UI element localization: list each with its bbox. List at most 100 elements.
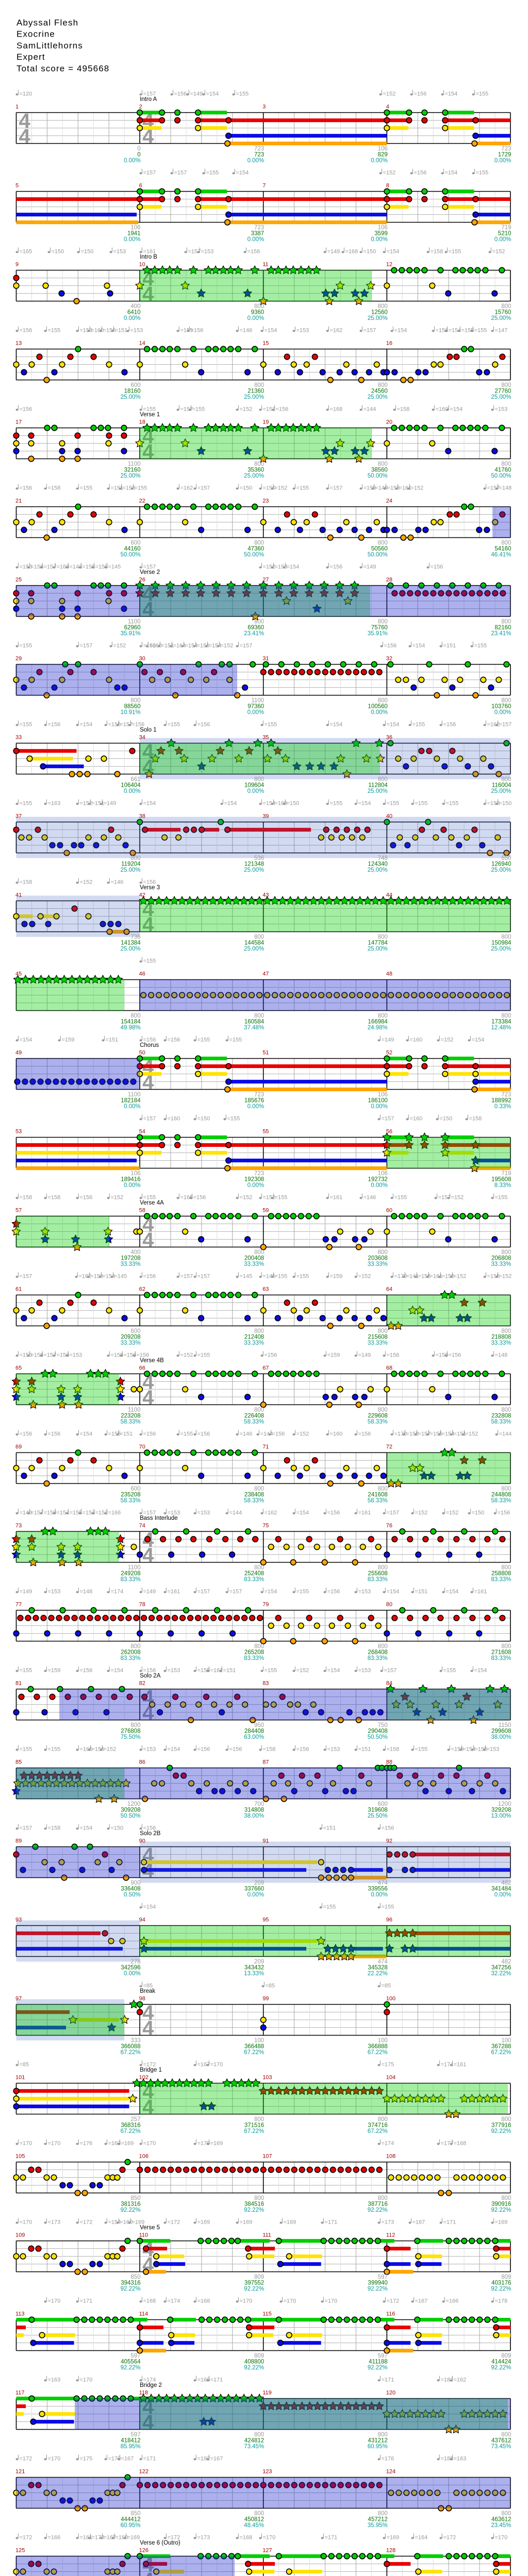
svg-text:Chorus: Chorus	[140, 1042, 159, 1048]
svg-text:126: 126	[139, 2548, 148, 2554]
svg-text:=156: =156	[143, 1825, 156, 1832]
svg-text:4: 4	[142, 283, 154, 306]
svg-text:597: 597	[130, 2353, 140, 2359]
svg-text:=170: =170	[80, 2377, 93, 2383]
svg-text:=169: =169	[240, 2219, 253, 2226]
svg-text:59: 59	[262, 1208, 269, 1214]
svg-text:800: 800	[501, 698, 511, 704]
svg-text:800: 800	[254, 619, 264, 625]
svg-text:347256: 347256	[491, 1965, 511, 1971]
svg-text:=155: =155	[108, 722, 121, 728]
svg-text:800: 800	[254, 1407, 264, 1413]
svg-text:=158: =158	[31, 564, 44, 570]
svg-text:257: 257	[130, 2116, 140, 2123]
svg-text:92.22%: 92.22%	[491, 2207, 511, 2213]
svg-text:=156: =156	[197, 643, 210, 649]
svg-text:800: 800	[254, 1328, 264, 1334]
svg-text:106: 106	[378, 146, 388, 152]
svg-text:=156: =156	[20, 1431, 32, 1437]
svg-text:723: 723	[254, 1171, 264, 1177]
svg-text:=159: =159	[364, 485, 376, 492]
svg-text:=154: =154	[80, 722, 93, 728]
svg-text:83.33%: 83.33%	[368, 1577, 388, 1583]
svg-text:11: 11	[262, 262, 268, 268]
svg-text:=155: =155	[296, 1274, 309, 1280]
svg-text:=173: =173	[197, 2535, 210, 2541]
svg-text:809: 809	[501, 2274, 511, 2280]
svg-text:15: 15	[262, 341, 269, 347]
svg-text:2: 2	[139, 104, 142, 110]
svg-text:=160: =160	[120, 2219, 133, 2226]
svg-text:6: 6	[139, 183, 142, 189]
svg-text:800: 800	[130, 1722, 140, 1728]
svg-text:=157: =157	[387, 1510, 400, 1516]
svg-text:=157: =157	[330, 485, 343, 492]
svg-text:41: 41	[15, 892, 22, 899]
svg-text:=163: =163	[48, 801, 61, 807]
svg-text:800: 800	[254, 1013, 264, 1019]
svg-text:25: 25	[15, 577, 22, 583]
svg-text:=157: =157	[384, 1668, 397, 1674]
svg-text:25.00%: 25.00%	[244, 473, 264, 479]
svg-text:37.48%: 37.48%	[244, 1025, 264, 1031]
svg-text:50.00%: 50.00%	[368, 473, 388, 479]
svg-text:800: 800	[501, 2116, 511, 2123]
svg-text:100: 100	[378, 2038, 388, 2044]
svg-text:=169: =169	[121, 2141, 134, 2147]
svg-text:800: 800	[501, 382, 511, 388]
svg-text:24560: 24560	[371, 388, 388, 395]
svg-text:61: 61	[15, 1286, 22, 1293]
svg-text:=153: =153	[358, 1589, 371, 1595]
svg-text:=160: =160	[410, 1037, 423, 1043]
svg-text:=155: =155	[20, 1747, 32, 1753]
svg-text:=164: =164	[415, 2535, 428, 2541]
svg-text:25.50%: 25.50%	[368, 1813, 388, 1819]
svg-text:=151: =151	[358, 1747, 371, 1753]
svg-text:Bridge 2: Bridge 2	[140, 2382, 162, 2388]
svg-text:83.33%: 83.33%	[491, 1655, 511, 1662]
svg-text:299608: 299608	[491, 1728, 511, 1735]
svg-text:92.22%: 92.22%	[368, 2207, 388, 2213]
svg-text:=154: =154	[387, 249, 400, 255]
svg-text:=154: =154	[80, 1825, 93, 1832]
svg-text:=155: =155	[443, 1668, 456, 1674]
svg-text:=158: =158	[80, 328, 93, 334]
svg-text:3387: 3387	[251, 231, 265, 237]
svg-text:800: 800	[378, 934, 388, 940]
svg-text:=153: =153	[387, 485, 400, 492]
svg-text:10.91%: 10.91%	[121, 709, 141, 716]
svg-text:=152: =152	[446, 1510, 459, 1516]
svg-text:83: 83	[262, 1681, 269, 1687]
svg-text:67.22%: 67.22%	[121, 2128, 141, 2134]
svg-text:600: 600	[130, 540, 140, 546]
svg-text:103760: 103760	[491, 704, 511, 710]
svg-text:=146: =146	[240, 1431, 253, 1437]
svg-text:4: 4	[142, 913, 154, 936]
svg-text:800: 800	[501, 1565, 511, 1571]
svg-text:=150: =150	[364, 249, 376, 255]
svg-text:33.33%: 33.33%	[121, 1261, 141, 1267]
svg-text:800: 800	[254, 2116, 264, 2123]
svg-text:800: 800	[501, 303, 511, 310]
svg-text:=163: =163	[108, 2141, 121, 2147]
svg-text:=169: =169	[387, 2535, 400, 2541]
svg-text:206808: 206808	[491, 1256, 511, 1262]
svg-text:=154: =154	[263, 801, 276, 807]
svg-text:800: 800	[378, 1013, 388, 1019]
svg-text:=158: =158	[406, 1431, 419, 1437]
svg-text:=155: =155	[446, 801, 459, 807]
svg-text:52: 52	[386, 1050, 392, 1056]
svg-text:1200: 1200	[498, 1801, 512, 1807]
svg-text:=157: =157	[80, 643, 93, 649]
svg-text:109: 109	[15, 2232, 25, 2239]
svg-text:103: 103	[262, 2075, 272, 2081]
svg-text:54: 54	[139, 1129, 145, 1135]
svg-text:20: 20	[386, 419, 392, 426]
svg-text:=154: =154	[236, 170, 249, 176]
svg-text:192308: 192308	[244, 1177, 264, 1183]
svg-text:=156: =156	[48, 722, 61, 728]
svg-text:=155: =155	[135, 485, 147, 492]
svg-text:=153: =153	[487, 801, 500, 807]
svg-text:=165: =165	[20, 249, 32, 255]
svg-text:76: 76	[386, 1523, 392, 1529]
